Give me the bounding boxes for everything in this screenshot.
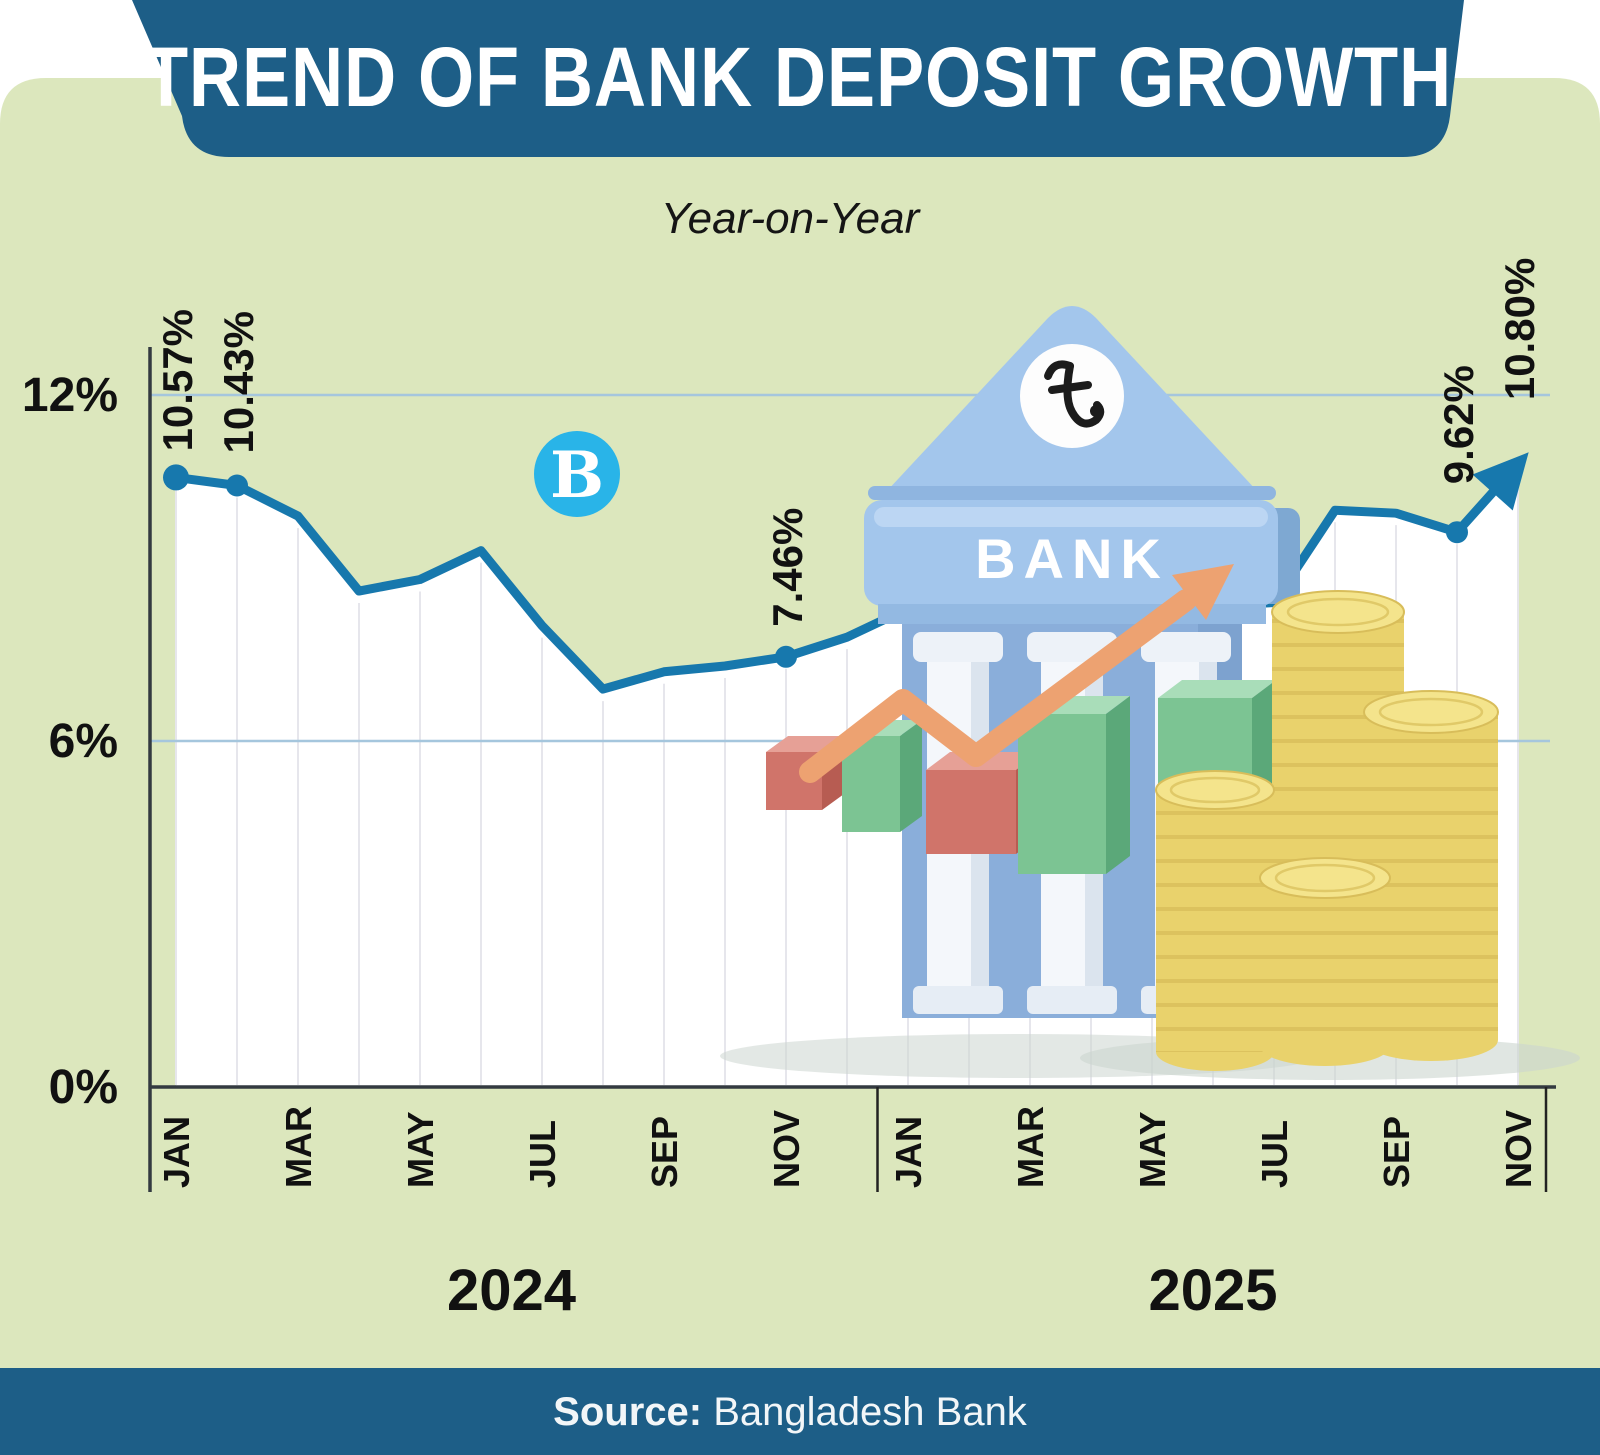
value-annotation: 7.46% — [764, 508, 811, 627]
data-point-dot — [775, 645, 797, 668]
x-tick-label: JAN — [888, 1116, 929, 1188]
data-point-dot — [1446, 521, 1468, 544]
page-title: TREND OF BANK DEPOSIT GROWTH — [144, 30, 1452, 124]
x-tick-label: JAN — [156, 1116, 197, 1188]
value-annotation: 10.43% — [215, 311, 262, 453]
bank-sign-label: BANK — [975, 527, 1169, 590]
data-point-dot — [226, 474, 248, 497]
arrow-head-icon — [1472, 452, 1529, 511]
chart-subtitle: Year-on-Year — [661, 194, 922, 243]
x-tick-label: JUL — [1254, 1120, 1295, 1188]
value-annotation: 9.62% — [1435, 365, 1482, 484]
year-label: 2024 — [447, 1258, 576, 1323]
x-tick-label: SEP — [1376, 1116, 1417, 1188]
logo-circle-icon — [534, 431, 620, 517]
source-name: Bangladesh Bank — [713, 1390, 1028, 1434]
source-bar: Source: Bangladesh Bank — [0, 1368, 1600, 1455]
taka-icon — [1020, 344, 1124, 448]
x-tick-label: SEP — [644, 1116, 685, 1188]
y-tick-label: 12% — [22, 369, 118, 422]
title-banner — [132, 0, 1464, 157]
x-tick-label: MAR — [278, 1106, 319, 1188]
x-tick-label: MAY — [400, 1111, 441, 1188]
x-tick-label: MAR — [1010, 1106, 1051, 1188]
x-tick-label: NOV — [1498, 1110, 1539, 1188]
x-tick-label: NOV — [766, 1110, 807, 1188]
svg-text:Source: Bangladesh Bank: Source: Bangladesh Bank — [553, 1390, 1028, 1434]
data-point-dot — [163, 464, 189, 491]
x-tick-label: JUL — [522, 1120, 563, 1188]
y-tick-label: 0% — [49, 1061, 118, 1114]
bank-illustration: BANK — [720, 306, 1580, 1080]
coin-stacks-icon — [1155, 590, 1499, 1071]
publisher-logo: B — [534, 431, 620, 517]
year-label: 2025 — [1148, 1258, 1277, 1323]
y-tick-label: 6% — [49, 715, 118, 768]
value-annotation: 10.57% — [154, 309, 201, 451]
logo-letter: B — [550, 438, 604, 513]
source-label: Source: — [553, 1390, 702, 1434]
value-annotation: 10.80% — [1496, 258, 1543, 400]
growth-arrow-icon — [799, 564, 1234, 783]
x-tick-label: MAY — [1132, 1111, 1173, 1188]
